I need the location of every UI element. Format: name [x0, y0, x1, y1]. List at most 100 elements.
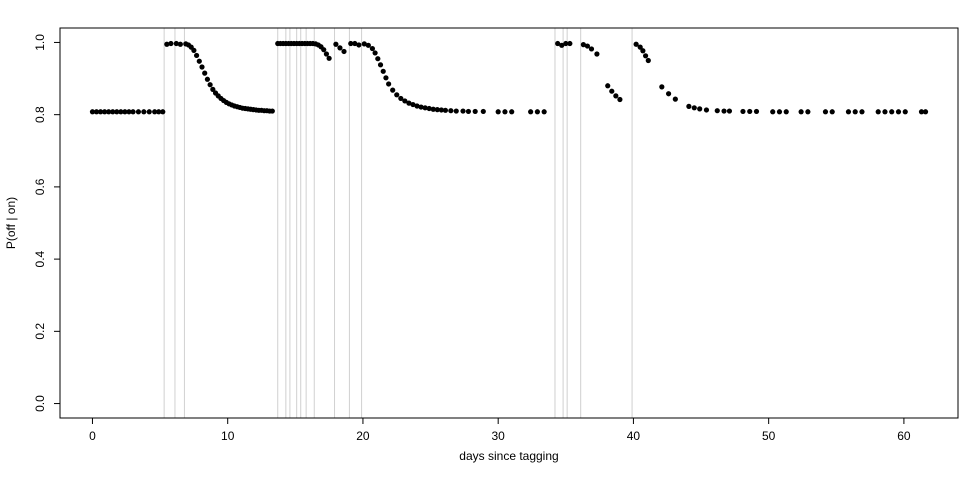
- plot-frame: [59, 27, 959, 419]
- data-point-160: [918, 109, 925, 115]
- data-point-142: [740, 108, 746, 115]
- data-point-111: [509, 109, 515, 115]
- data-point-10: [130, 109, 136, 115]
- data-point-4: [106, 109, 112, 115]
- data-point-82: [369, 45, 376, 52]
- data-point-130: [642, 53, 649, 59]
- data-point-127: [633, 41, 639, 47]
- data-point-81: [365, 42, 371, 48]
- data-point-20: [177, 41, 183, 47]
- data-point-123: [605, 83, 611, 89]
- data-point-143: [747, 108, 753, 115]
- data-point-11: [135, 109, 142, 115]
- y-tick-label-0: 0.0: [33, 395, 47, 412]
- y-tick-label-2: 0.4: [33, 250, 47, 267]
- data-point-103: [448, 108, 454, 114]
- data-point-0: [89, 109, 96, 115]
- data-point-109: [495, 109, 501, 115]
- data-point-128: [637, 44, 643, 50]
- data-point-136: [691, 105, 697, 111]
- data-point-146: [776, 109, 783, 115]
- data-point-85: [377, 62, 384, 68]
- x-tick-label-1: 10: [221, 429, 235, 443]
- data-point-140: [721, 108, 727, 114]
- y-axis: 0.0 0.2 0.4 0.6 0.8 1.0: [33, 34, 61, 412]
- data-point-139: [714, 108, 720, 114]
- data-point-137: [697, 106, 703, 112]
- data-point-19: [173, 40, 179, 47]
- data-point-156: [882, 109, 888, 115]
- data-point-155: [875, 109, 881, 115]
- data-point-77: [348, 40, 354, 47]
- data-point-99: [430, 106, 436, 112]
- data-point-24: [191, 47, 197, 53]
- data-point-31: [210, 86, 216, 92]
- data-point-75: [337, 45, 343, 51]
- data-point-144: [753, 108, 760, 115]
- data-point-105: [460, 108, 466, 114]
- data-point-1: [93, 109, 100, 115]
- data-point-18: [168, 40, 174, 47]
- data-point-159: [902, 109, 908, 115]
- data-point-129: [640, 48, 646, 54]
- data-point-3: [102, 109, 108, 115]
- data-point-154: [859, 109, 865, 115]
- data-point-91: [398, 95, 404, 102]
- y-axis-label: P(off | on): [4, 197, 18, 249]
- data-point-121: [588, 46, 595, 52]
- data-point-15: [156, 109, 162, 115]
- data-point-132: [659, 84, 665, 90]
- x-tick-label-0: 0: [89, 429, 96, 443]
- data-point-107: [472, 108, 478, 115]
- data-point-25: [193, 52, 200, 59]
- data-point-89: [390, 87, 396, 93]
- data-point-145: [770, 109, 776, 115]
- vertical-lines: [163, 28, 633, 418]
- data-point-84: [375, 56, 381, 62]
- data-point-135: [686, 103, 692, 109]
- data-point-151: [829, 109, 835, 115]
- data-point-126: [617, 96, 623, 103]
- data-point-29: [204, 76, 211, 82]
- x-tick-label-5: 50: [762, 429, 776, 443]
- data-point-98: [426, 105, 432, 112]
- y-tick-label-4: 0.8: [33, 106, 47, 123]
- data-point-2: [97, 109, 104, 115]
- data-point-131: [645, 57, 651, 64]
- data-point-28: [202, 70, 208, 76]
- data-point-120: [584, 43, 591, 49]
- data-point-94: [410, 101, 416, 108]
- x-axis-label: days since tagging: [459, 449, 558, 463]
- data-point-122: [594, 51, 600, 57]
- data-point-95: [414, 103, 420, 109]
- data-points: [89, 40, 929, 115]
- data-point-53: [269, 108, 275, 114]
- data-point-110: [502, 109, 508, 115]
- y-tick-label-1: 0.2: [33, 323, 47, 340]
- x-axis: 0 10 20 30 40 50 60: [89, 417, 911, 443]
- data-point-83: [372, 50, 378, 56]
- data-point-79: [356, 42, 362, 48]
- data-point-141: [726, 108, 733, 114]
- data-point-153: [852, 109, 858, 115]
- data-point-76: [341, 48, 347, 55]
- x-tick-label-4: 40: [627, 429, 641, 443]
- data-point-80: [361, 41, 367, 47]
- data-point-71: [321, 47, 327, 53]
- data-point-134: [672, 96, 678, 102]
- data-point-90: [394, 92, 400, 98]
- data-point-16: [160, 109, 166, 115]
- data-point-88: [386, 81, 392, 87]
- data-point-93: [406, 100, 412, 106]
- data-point-13: [146, 109, 152, 115]
- data-point-74: [333, 41, 339, 47]
- data-point-118: [567, 40, 573, 47]
- data-point-108: [480, 108, 486, 115]
- data-point-72: [323, 51, 330, 57]
- x-tick-label-2: 20: [356, 429, 370, 443]
- data-point-119: [580, 42, 586, 48]
- data-point-116: [559, 42, 565, 48]
- data-point-17: [164, 41, 170, 47]
- data-point-149: [805, 109, 811, 115]
- data-point-8: [122, 109, 128, 115]
